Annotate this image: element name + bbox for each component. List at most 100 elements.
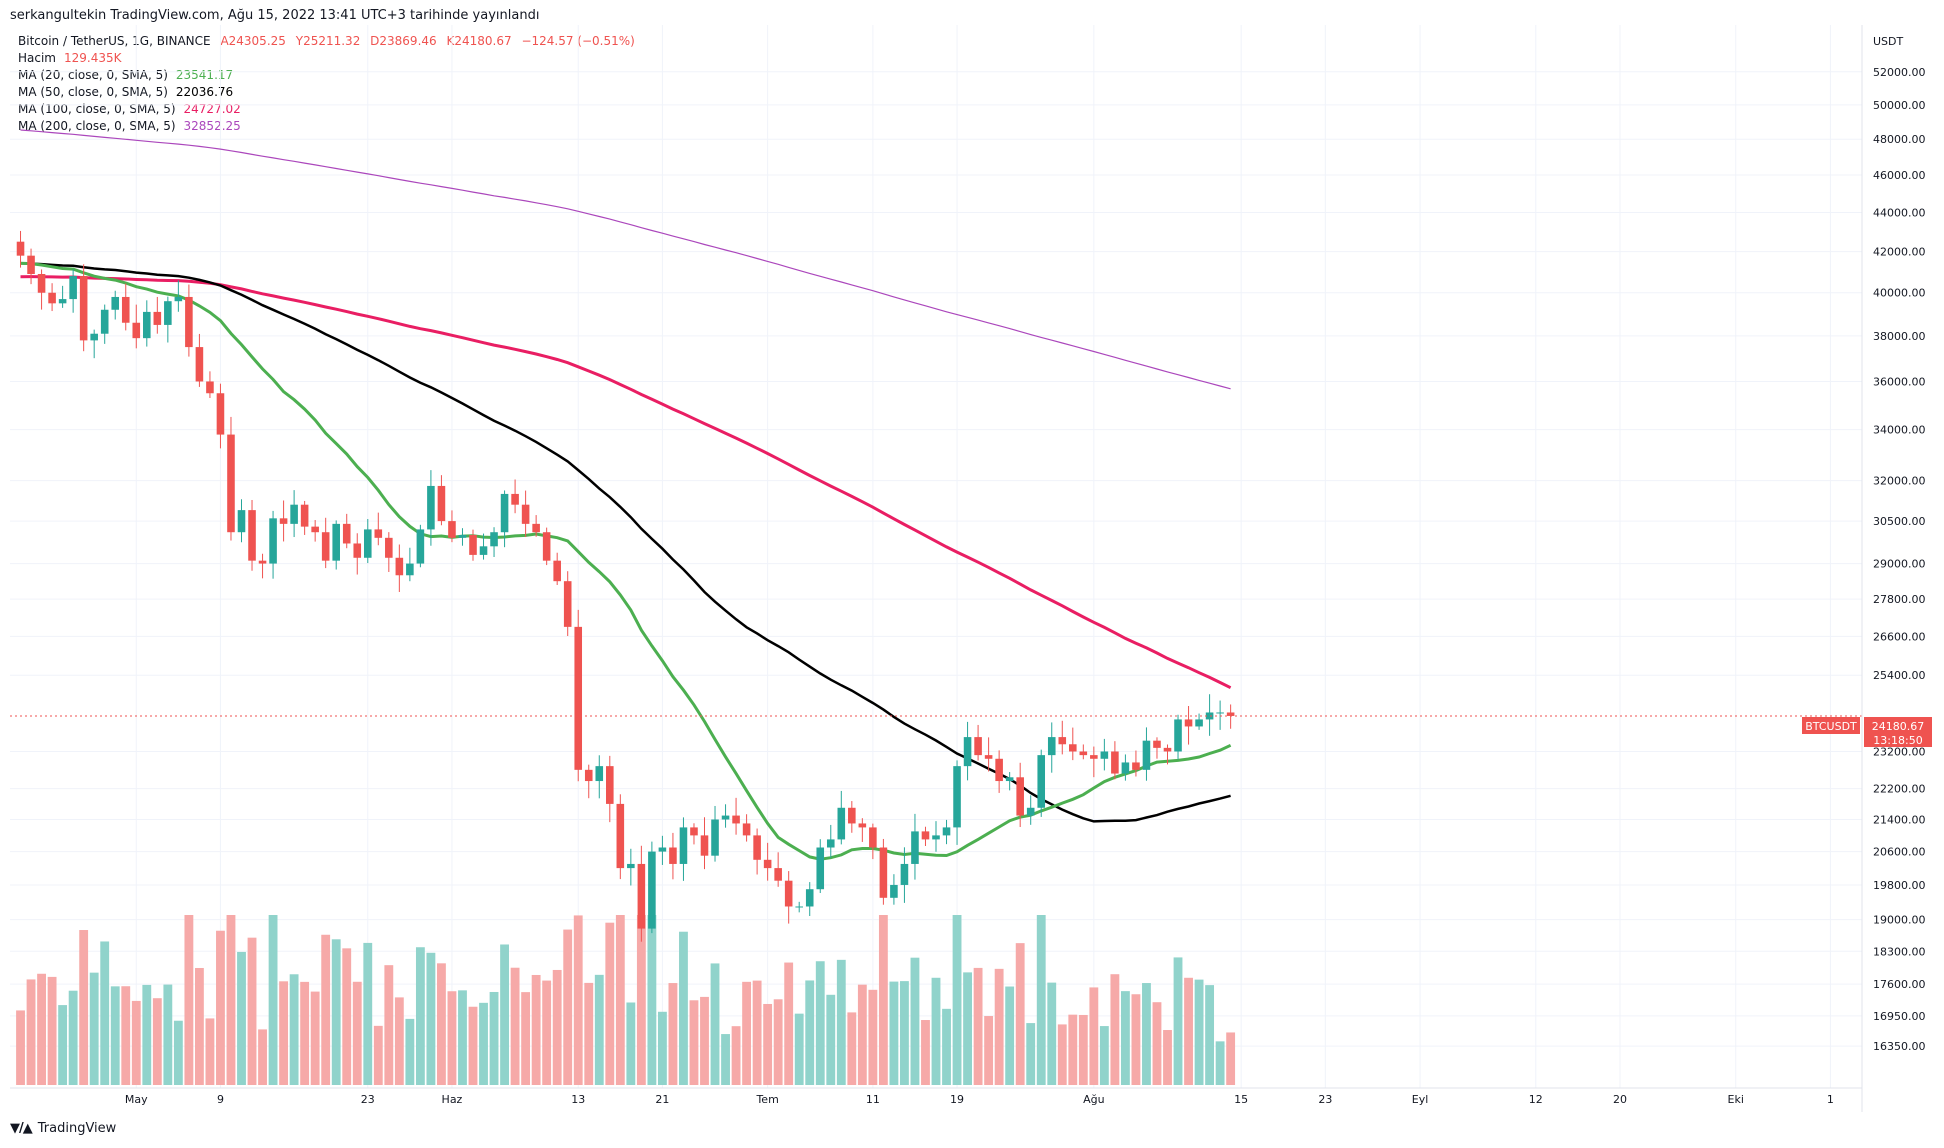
candle-body [385,537,393,558]
candle-body [826,839,835,848]
volume-bar [216,930,225,1085]
candle-body [37,273,46,293]
price-axis-currency: USDT [1873,35,1904,48]
volume-bar [700,996,709,1085]
volume-bar [900,981,909,1085]
candle-body [521,504,530,524]
candle-body [332,523,340,561]
volume-bar [373,1025,383,1085]
volume-bar [121,986,131,1085]
ohlc-close: K24180.67 [446,34,512,48]
price-tick: 32000.00 [1873,475,1926,488]
candle-body [795,906,803,908]
volume-bar [468,1006,478,1085]
time-tick: May [125,1093,148,1106]
symbol-name[interactable]: Bitcoin / TetherUS, 1G, BINANCE [18,34,211,48]
candle-body [784,880,793,907]
volume-bar [258,1029,267,1085]
candle-body [258,560,267,564]
candle-body [890,884,898,898]
volume-bar [878,915,888,1085]
volume-bar [426,952,436,1085]
volume-bar [173,1020,183,1085]
volume-bar [489,991,499,1085]
volume-bar [447,991,457,1085]
candle-body [921,831,930,840]
candle-body [1016,777,1024,816]
candle-body [206,381,214,394]
badge-symbol: BTCUSDT [1805,720,1857,733]
time-tick: 23 [1318,1093,1332,1106]
candle-body [616,803,625,869]
price-tick: 23200.00 [1873,745,1926,758]
candle-body [100,309,109,334]
candle-body [353,543,362,558]
volume-bar [37,973,46,1085]
volume-bar [521,992,531,1085]
volume-bar [868,989,878,1085]
price-tick: 26600.00 [1873,630,1926,643]
volume-bar [321,934,331,1085]
volume-bar [279,981,289,1085]
candle-body [1195,719,1203,727]
volume-bar [889,981,899,1085]
candle-body [637,863,646,929]
volume-row[interactable]: Hacim 129.435K [18,50,641,67]
candle-body [164,301,172,325]
candle-body [542,532,551,561]
volume-bar [268,915,278,1085]
price-axis[interactable]: 52000.00 50000.00 48000.00 46000.00 44000.00… [1873,66,1926,1053]
candle-body [1037,755,1046,808]
price-tick: 21400.00 [1873,814,1926,827]
time-tick: Tem [755,1093,778,1106]
price-tick: 46000.00 [1873,169,1926,182]
price-tick: 29000.00 [1873,558,1926,571]
candle-body [648,851,656,929]
candle-body [374,529,383,538]
volume-bar [79,930,89,1085]
volume-bar [815,961,825,1085]
candle-body [1090,755,1098,759]
volume-bar [689,1000,699,1085]
volume-bar [331,939,341,1085]
volume-bar [1110,974,1120,1085]
candle-body [721,815,730,820]
price-tick: 30500.00 [1873,515,1926,528]
volume-bar [1184,977,1193,1085]
ma200-line [20,129,1231,390]
candle-body [132,322,141,339]
volume-bar [479,1002,488,1085]
footer-brand[interactable]: ▼/▲ TradingView [10,1121,116,1136]
time-axis[interactable]: May 9 23 Haz 13 21 Tem 11 19 Ağu 15 23 Eyl 12 20 Eki 1 [125,1093,1834,1106]
volume-bar [226,915,236,1085]
candle-body [27,255,35,274]
price-tick: 48000.00 [1873,133,1926,146]
time-tick: Eyl [1412,1093,1429,1106]
volume-bar [500,944,509,1085]
time-tick: 15 [1234,1093,1248,1106]
volume-bar [805,980,815,1085]
candle-body [574,626,583,770]
volume-bar [68,990,78,1085]
candle-body [111,296,120,310]
candle-body [490,532,498,547]
ohlc-open: A24305.25 [220,34,286,48]
volume-bar [1089,987,1099,1085]
time-tick: Ağu [1083,1093,1104,1106]
candle-body [395,557,404,576]
candle-body [1005,777,1014,782]
candle-body [606,766,614,804]
candle-body [553,560,561,582]
grid-lines [10,25,1862,1088]
candle-body [1069,744,1077,752]
volume-bar [742,981,752,1085]
time-tick: 20 [1613,1093,1627,1106]
ma50-line [20,262,1231,823]
candle-body [1163,747,1172,752]
volume-bar [163,984,173,1085]
ma50-row[interactable]: MA (50, close, 0, SMA, 5) 22036.76 [18,84,641,101]
volume-bar [1215,1041,1225,1085]
volume-bar [773,999,783,1085]
candle-body [658,847,667,852]
